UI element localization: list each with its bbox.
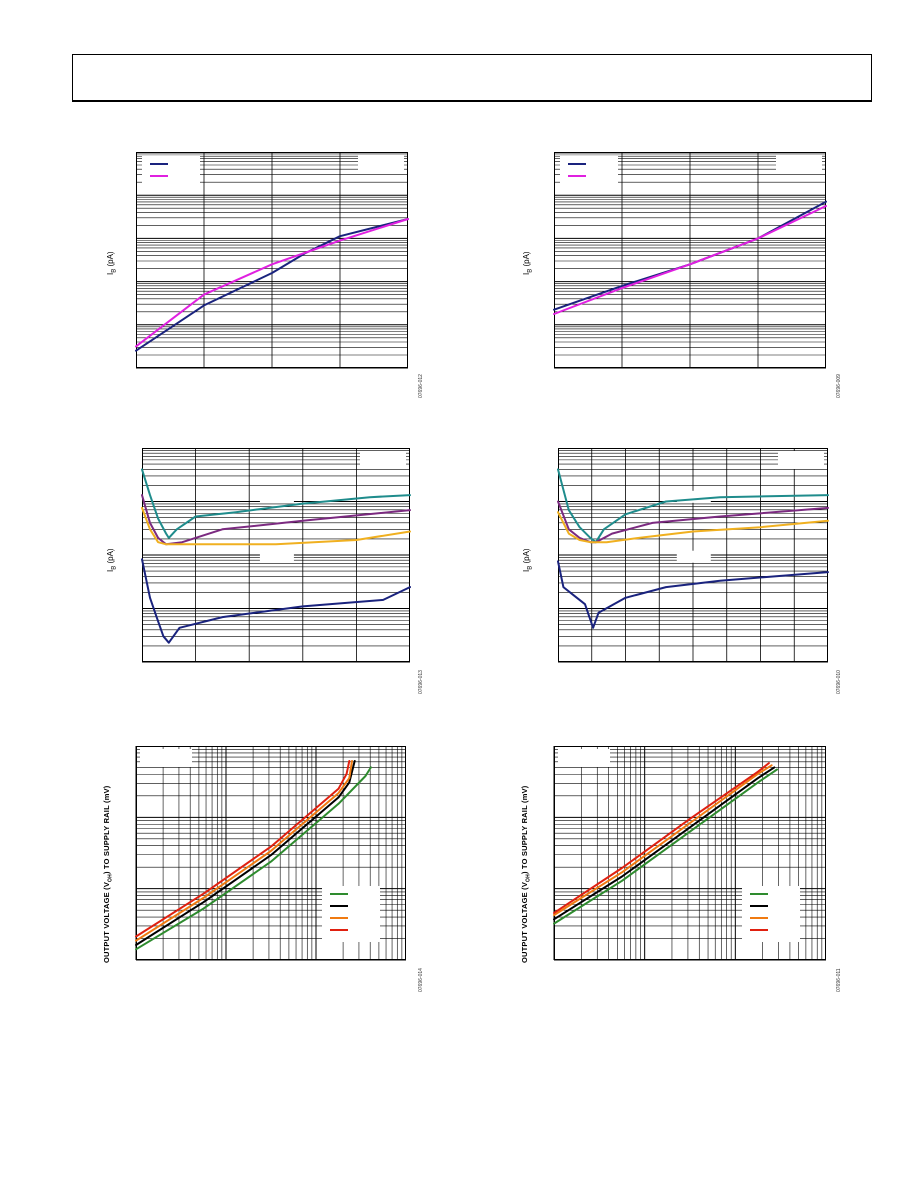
plot-frame	[136, 746, 406, 960]
legend-box	[560, 156, 618, 188]
annotation-box	[676, 550, 711, 563]
series-line-1	[557, 468, 829, 544]
series-line-3	[141, 506, 411, 546]
series-line-4	[135, 760, 351, 938]
page-header	[72, 54, 872, 102]
chart-ib-middle-right	[557, 448, 829, 663]
series-line-1	[135, 218, 409, 352]
annotation-box	[259, 550, 294, 563]
chart-ib-vs-x-top-right	[553, 152, 827, 369]
annotation-box	[360, 451, 406, 469]
annotation-box	[778, 451, 824, 469]
series-line-4	[553, 762, 770, 914]
series-line-4	[141, 558, 411, 644]
chart-4-y-axis-label: IB (pA)	[522, 548, 534, 572]
chart-6-figure-id: 07696-011	[836, 968, 842, 992]
series-line-2	[135, 218, 409, 348]
series-line-1	[553, 768, 778, 925]
series-line-3	[553, 764, 773, 917]
legend-box	[322, 886, 380, 942]
series-line-2	[553, 205, 827, 315]
annotation-box	[259, 490, 294, 503]
chart-1-figure-id: 07696-012	[418, 374, 424, 398]
annotation-box	[558, 749, 610, 767]
annotation-box	[776, 155, 822, 173]
annotation-box	[358, 155, 404, 173]
chart-voh-bottom-left	[135, 746, 406, 961]
annotation-box	[140, 749, 192, 767]
plot-frame	[142, 448, 410, 662]
chart-2-y-axis-label: IB (pA)	[522, 251, 534, 275]
plot-frame	[554, 152, 826, 368]
series-line-3	[557, 511, 829, 544]
legend-box	[742, 886, 800, 942]
series-line-1	[135, 766, 372, 951]
chart-5-y-axis-label: OUTPUT VOLTAGE (VOH) TO SUPPLY RAIL (mV)	[102, 785, 114, 963]
chart-3-figure-id: 07696-013	[418, 670, 424, 694]
series-line-2	[135, 760, 356, 946]
plot-frame	[558, 448, 828, 662]
chart-1-y-axis-label: IB (pA)	[106, 251, 118, 275]
chart-4-figure-id: 07696-010	[836, 670, 842, 694]
series-line-1	[141, 468, 411, 539]
chart-ib-middle-left	[141, 448, 411, 663]
series-line-4	[557, 560, 829, 629]
series-line-3	[135, 760, 353, 942]
chart-ib-vs-x-top-left	[135, 152, 409, 369]
series-line-2	[141, 494, 411, 546]
plot-frame	[554, 746, 826, 960]
chart-6-y-axis-label: OUTPUT VOLTAGE (VOH) TO SUPPLY RAIL (mV)	[520, 785, 532, 963]
plot-frame	[136, 152, 408, 368]
chart-3-y-axis-label: IB (pA)	[106, 548, 118, 572]
chart-2-figure-id: 07696-009	[836, 374, 842, 398]
chart-5-figure-id: 07696-014	[418, 968, 424, 992]
legend-box	[142, 156, 200, 188]
series-line-2	[553, 766, 776, 921]
chart-voh-bottom-right	[553, 746, 826, 961]
